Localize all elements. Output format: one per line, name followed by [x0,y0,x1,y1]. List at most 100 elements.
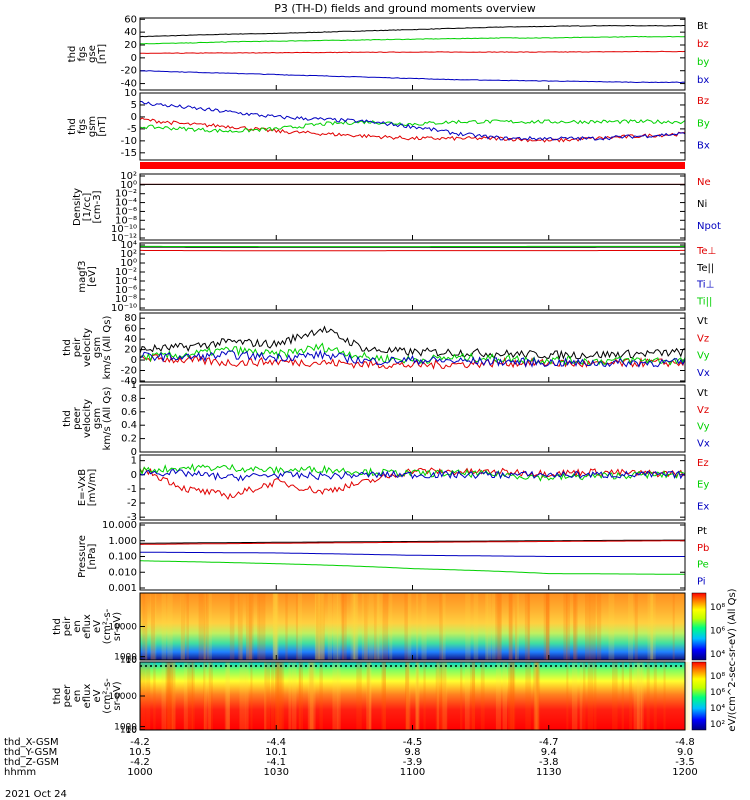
y-tick-label: -1 [127,484,137,495]
legend-Vt: Vt [697,388,708,399]
y-axis-label: fgs [77,119,88,134]
y-axis-label: eV [92,620,103,633]
spectrogram-texture [546,593,550,660]
spectrogram-texture [285,593,288,660]
spectrogram-texture [257,593,260,660]
spectrogram-texture [337,662,341,730]
spectrogram-texture [226,662,230,730]
legend-Bt: Bt [697,21,708,32]
spectrogram-texture [515,593,519,660]
y-tick-label: 0 [131,470,137,481]
legend-Vx: Vx [697,368,710,379]
spectrogram-texture [167,593,173,660]
spectrogram-texture [207,593,212,660]
spectrogram-texture [366,662,370,730]
y-tick-label: 20 [124,345,137,356]
spectrogram-texture [465,593,471,660]
y-tick-label: 1000 [114,653,137,663]
colorbar-axis-label: eV/(cm^2-sec-sr-eV) (All Qs) [727,588,738,731]
legend-Pb: Pb [697,543,709,554]
legend-Ni: Ni [697,199,707,210]
y-tick-label: 10 [124,88,137,99]
spectrogram-texture [320,593,325,660]
y-axis-label: (cm²-s- [102,608,113,644]
y-tick-label: 1.000 [108,536,137,547]
spectrogram-texture [315,593,321,660]
series-Pt [140,539,686,544]
colorbar-tick-label: 10⁶ [710,688,725,698]
spectrogram-texture [636,662,640,730]
spectrogram-texture [672,593,675,660]
series-bz [139,50,686,54]
y-tick-label: 10⁻² [115,267,137,278]
series-Bz [139,117,686,143]
panel-frame [139,312,686,383]
legend-Vy: Vy [697,351,710,362]
y-tick-label: 10² [120,249,137,260]
series-Ez [139,466,686,501]
ephemeris-value: -4.8 [675,737,695,748]
spectrogram-texture [508,593,514,660]
spectrogram-texture [273,593,278,660]
ephemeris-value: -4.5 [403,737,423,748]
ephemeris-value: -4.7 [539,737,559,748]
spectrogram-texture [203,593,209,660]
y-tick-label: 10 [126,726,138,736]
spectrogram-texture [187,662,194,730]
ephemeris-row-label: thd_Y-GSM [4,747,57,758]
spectrogram-texture [239,662,246,730]
ephemeris-value: 1100 [400,767,425,778]
y-axis-label: fgs [77,46,88,61]
spectrogram-texture [363,593,369,660]
spectrogram-texture [684,662,690,730]
spectrogram-texture [546,593,550,660]
spectrogram-texture [151,593,156,660]
legend-Npot: Npot [697,221,721,232]
y-tick-label: 1000 [114,723,137,733]
legend-by: by [697,57,709,68]
y-tick-label: -15 [121,148,137,159]
spectrogram-texture [368,593,374,660]
y-tick-label: 10⁻¹⁰ [111,303,137,314]
spectrogram-texture [341,593,344,660]
y-tick-label: 0.010 [108,567,137,578]
spectrogram-texture [653,662,657,730]
spectrogram-texture [146,662,151,730]
spectrogram-texture [309,662,314,730]
ephemeris-value: -4.2 [130,737,150,748]
colorbar-tick-label: 10⁴ [710,650,725,660]
spectrogram-texture [171,662,176,730]
spectrogram-texture [405,662,409,730]
panel-efield: -3 -2 -1 0 1 Ez Ey Ex E=-VxB [mV/m] [77,454,709,523]
spectrogram-texture [612,662,618,730]
spectrogram-texture [470,662,476,730]
spectrogram-texture [415,662,419,730]
ephemeris-value: 1200 [672,767,697,778]
y-axis-label: [cm-3] [92,190,103,223]
series-Pb [140,540,685,545]
spectrogram-texture [535,662,539,730]
legend-Vx: Vx [697,438,710,449]
spectrogram-texture [485,593,488,660]
ephemeris-value: -3.9 [403,757,423,768]
legend-Pe: Pe [697,560,709,571]
spectrogram-texture [389,593,393,660]
spectrogram-texture [439,593,443,660]
y-axis-label: en [72,690,83,703]
spectrogram-texture [652,593,656,660]
spectrogram-texture [491,593,496,660]
y-tick-label: 100 [120,656,137,666]
spectrogram-texture [608,593,615,660]
spectrogram-texture [507,662,512,730]
spectrogram-texture [322,593,325,660]
spectrogram-texture [628,593,634,660]
y-axis-label: thd [67,46,78,63]
y-tick-label: 0.4 [121,420,137,431]
colorbar-tick-label: 10⁸ [710,672,725,682]
series-Vx [139,349,686,369]
y-axis-label: sr-eV) [112,612,123,641]
y-tick-label: 10⁻¹² [111,233,137,244]
